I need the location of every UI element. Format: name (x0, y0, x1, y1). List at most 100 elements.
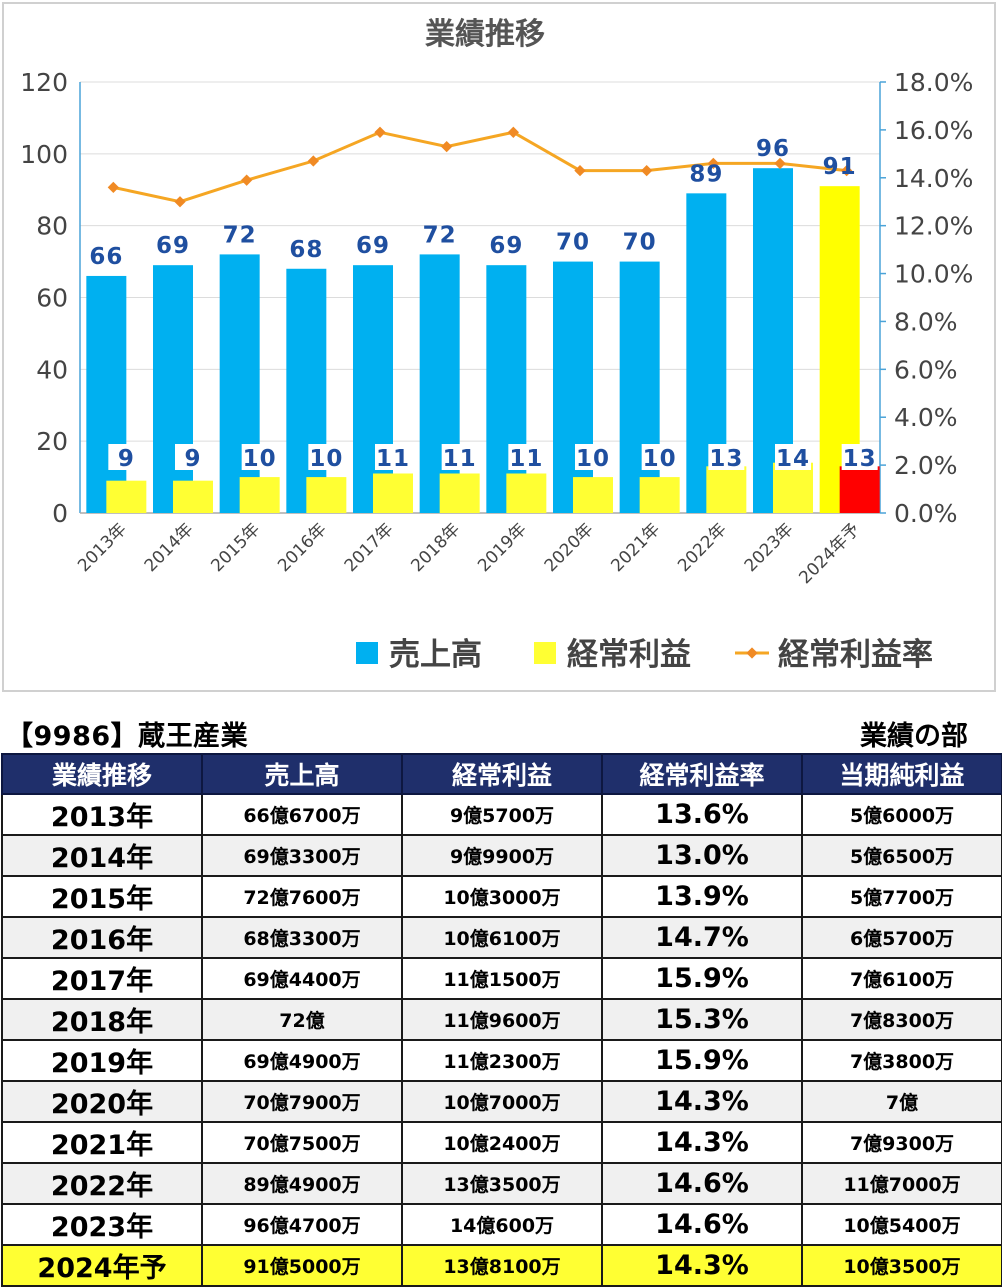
point-margin (707, 157, 719, 170)
label-sales: 70 (556, 230, 590, 256)
table-header-row: 【9986】蔵王産業 業績の部 (0, 714, 1002, 754)
row-ordinary-profit: 11億9600万 (401, 998, 603, 1041)
point-margin (774, 157, 786, 170)
performance-chart: 業績推移 0 20 40 60 80 100 120 0.0% 2.0% 4.0% 6.0% 8.0% 1… (20, 17, 973, 673)
row-ordinary-profit: 13億3500万 (401, 1162, 603, 1205)
row-ordinary-profit: 13億8100万 (401, 1244, 603, 1287)
table-row: 2023年 96億4700万 14億600万 14.6% 10億5400万 (1, 1203, 1002, 1246)
y-tick-label: 120 (20, 68, 68, 97)
row-year: 2023年 (1, 1203, 203, 1246)
label-ordinary-profit: 10 (576, 446, 610, 472)
x-tick-label: 2014年 (141, 519, 198, 576)
row-year: 2013年 (1, 793, 203, 836)
label-ordinary-profit-bg (441, 444, 478, 470)
point-margin (574, 164, 586, 177)
x-tick-label: 2015年 (207, 519, 264, 576)
label-ordinary-profit: 13 (843, 446, 877, 472)
label-sales: 69 (489, 233, 523, 259)
row-net-income: 5億6500万 (801, 834, 1002, 877)
row-net-income: 7億8300万 (801, 998, 1002, 1041)
row-margin: 14.6% (601, 1203, 803, 1246)
y-tick-label: 20 (36, 427, 68, 456)
x-tick-label: 2024年予 (795, 519, 864, 588)
row-margin: 13.0% (601, 834, 803, 877)
row-net-income: 7億9300万 (801, 1121, 1002, 1164)
point-margin (841, 164, 853, 177)
label-ordinary-profit: 9 (118, 446, 135, 472)
label-ordinary-profit: 10 (643, 446, 677, 472)
point-margin (507, 126, 519, 138)
point-margin (307, 155, 319, 167)
chart-title: 業績推移 (425, 17, 545, 52)
y-tick-label: 80 (36, 212, 68, 241)
table-row: 2015年 72億7600万 10億3000万 13.9% 5億7700万 (1, 875, 1002, 918)
label-ordinary-profit: 10 (243, 446, 277, 472)
row-year: 2018年 (1, 998, 203, 1041)
row-ordinary-profit: 11億2300万 (401, 1039, 603, 1082)
row-sales: 69億3300万 (201, 834, 403, 877)
x-tick-label: 2020年 (541, 519, 598, 576)
bar-ordinary-profit (639, 477, 680, 513)
label-ordinary-profit-bg (775, 444, 811, 470)
label-ordinary-profit-bg (108, 444, 145, 470)
bar-ordinary-profit (239, 477, 280, 513)
column-header-sales: 売上高 (201, 753, 403, 795)
y-tick-label: 40 (36, 355, 68, 384)
row-ordinary-profit: 11億1500万 (401, 957, 603, 1000)
label-ordinary-profit-bg (575, 444, 611, 470)
table-body: 2013年 66億6700万 9億5700万 13.6% 5億6000万 2014年 69億… (1, 793, 1002, 1287)
bar-sales (486, 265, 527, 513)
row-net-income: 10億3500万 (801, 1244, 1002, 1287)
label-sales: 66 (89, 244, 123, 270)
y2-tick-label: 14.0% (894, 164, 973, 193)
legend-swatch-ordinary-profit (534, 642, 556, 664)
label-sales: 72 (223, 222, 257, 248)
row-year: 2014年 (1, 834, 203, 877)
label-ordinary-profit: 11 (376, 446, 410, 472)
row-net-income: 5億6000万 (801, 793, 1002, 836)
bar-ordinary-profit (506, 473, 547, 513)
line-margin (113, 130, 847, 204)
bar-ordinary-profit (106, 480, 147, 513)
label-ordinary-profit-bg (641, 444, 678, 470)
label-ordinary-profit-bg (841, 444, 878, 470)
row-ordinary-profit: 10億6100万 (401, 916, 603, 959)
row-year: 2017年 (1, 957, 203, 1000)
bar-sales (353, 265, 393, 513)
bar-ordinary-profit (706, 466, 747, 513)
row-sales: 96億4700万 (201, 1203, 403, 1246)
row-margin: 13.6% (601, 793, 803, 836)
column-header-ordinary-profit: 経常利益 (401, 753, 603, 795)
row-margin: 14.7% (601, 916, 803, 959)
legend-swatch-margin-point (746, 647, 758, 659)
y2-tick-label: 16.0% (894, 116, 973, 145)
label-ordinary-profit: 11 (443, 446, 477, 472)
bar-ordinary-profit (173, 480, 213, 513)
column-header-net-income: 当期純利益 (801, 753, 1002, 795)
label-sales: 72 (423, 222, 457, 248)
y-tick-label: 0 (52, 499, 68, 528)
row-ordinary-profit: 10億7000万 (401, 1080, 603, 1123)
y-tick-label: 100 (20, 140, 68, 169)
row-net-income: 10億5400万 (801, 1203, 1002, 1246)
row-ordinary-profit: 14億600万 (401, 1203, 603, 1246)
table-row: 2020年 70億7900万 10億7000万 14.3% 7億 (1, 1080, 1002, 1123)
row-sales: 69億4400万 (201, 957, 403, 1000)
legend-label-ordinary-profit: 経常利益 (567, 637, 691, 673)
point-margin (374, 126, 386, 138)
row-margin: 14.3% (601, 1121, 803, 1164)
label-ordinary-profit: 10 (309, 446, 343, 472)
row-net-income: 7億3800万 (801, 1039, 1002, 1082)
row-net-income: 5億7700万 (801, 875, 1002, 918)
bar-sales (219, 254, 260, 513)
label-sales: 70 (623, 230, 657, 256)
y2-tick-label: 4.0% (894, 403, 958, 432)
table-row: 2022年 89億4900万 13億3500万 14.6% 11億7000万 (1, 1162, 1002, 1205)
x-tick-label: 2019年 (474, 519, 531, 576)
y2-tick-label: 10.0% (894, 260, 973, 289)
point-margin (174, 196, 186, 208)
row-sales: 91億5000万 (201, 1244, 403, 1287)
bar-ordinary-profit (439, 473, 480, 513)
row-sales: 72億 (201, 998, 403, 1041)
legend-label-margin: 経常利益率 (778, 637, 933, 673)
